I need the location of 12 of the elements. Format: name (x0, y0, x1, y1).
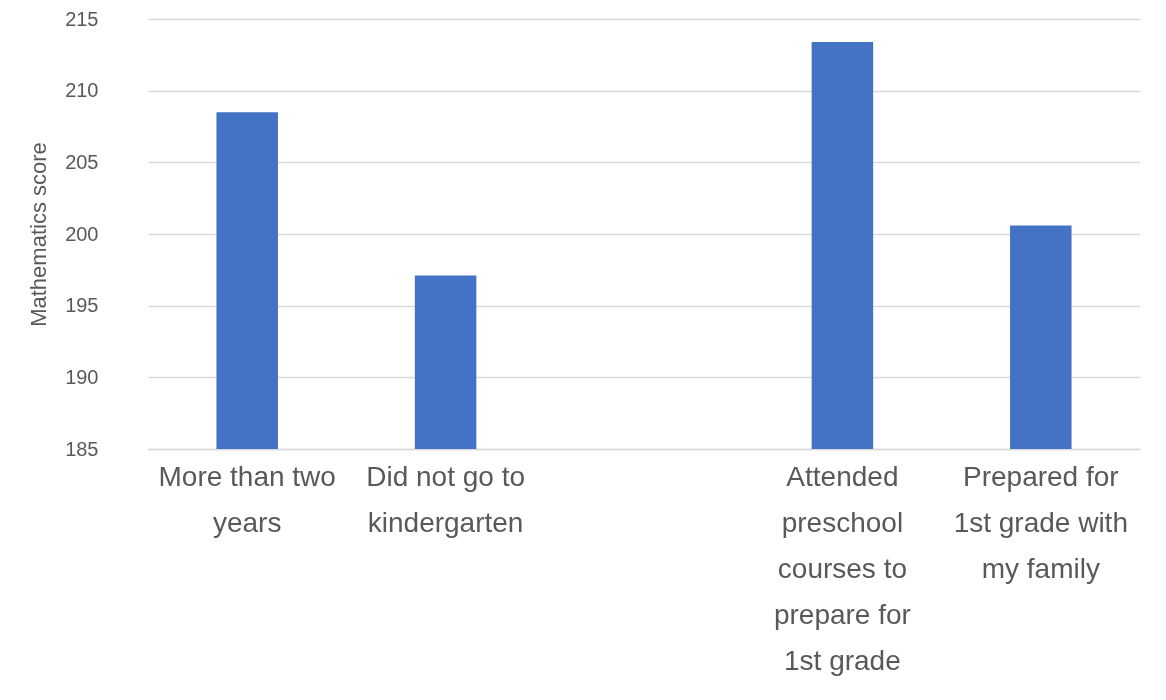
y-tick-label: 210 (65, 79, 99, 102)
x-tick-label: Attended preschool courses to prepare for 1st grade (773, 460, 911, 676)
x-tick-label: More than two years (158, 460, 336, 538)
y-axis-title: Mathematics score (26, 142, 52, 327)
y-tick-label: 215 (65, 7, 99, 30)
y-tick-label: 200 (65, 222, 99, 245)
y-tick-label: 185 (65, 437, 99, 460)
y-tick-label: 190 (65, 365, 99, 388)
y-tick-label: 205 (65, 150, 99, 173)
x-tick-label: Did not go to kindergarten (366, 460, 525, 538)
y-tick-label: 195 (65, 294, 99, 317)
x-tick-label: Prepared for 1st grade with my family (953, 460, 1128, 584)
